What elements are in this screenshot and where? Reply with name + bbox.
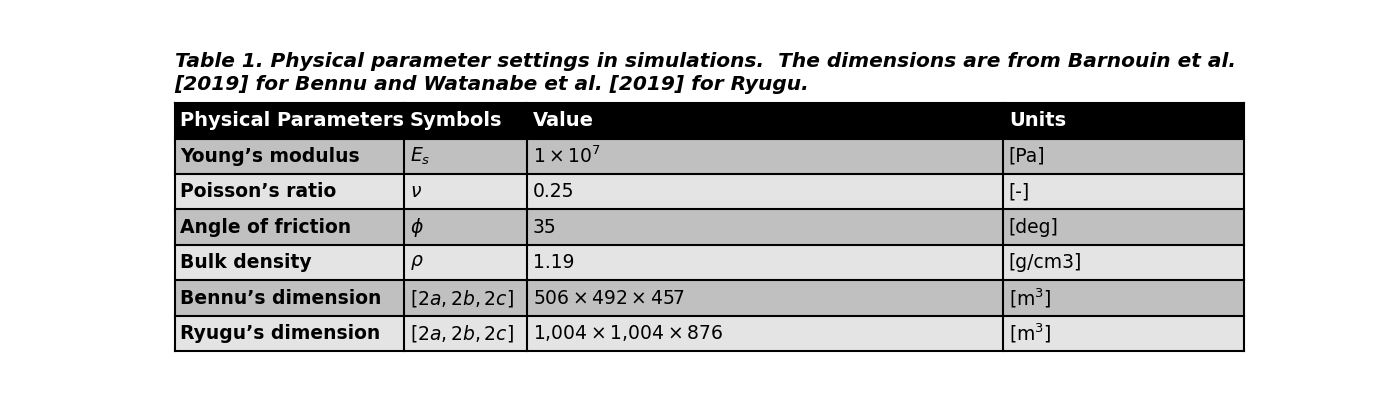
Bar <box>174 245 404 280</box>
Text: Angle of friction: Angle of friction <box>180 218 352 237</box>
Bar <box>404 280 527 316</box>
Text: [2019] for Bennu and Watanabe et al. [2019] for Ryugu.: [2019] for Bennu and Watanabe et al. [20… <box>174 75 810 94</box>
Text: $E_s$: $E_s$ <box>410 146 430 167</box>
Text: Value: Value <box>533 111 594 131</box>
Text: Bennu’s dimension: Bennu’s dimension <box>180 289 382 308</box>
Text: [-]: [-] <box>1009 182 1030 201</box>
Text: $\phi$: $\phi$ <box>410 216 424 239</box>
Bar <box>527 280 1003 316</box>
Bar <box>404 103 527 139</box>
Text: [g/cm3]: [g/cm3] <box>1009 253 1082 272</box>
Text: 0.25: 0.25 <box>533 182 574 201</box>
Text: Poisson’s ratio: Poisson’s ratio <box>180 182 336 201</box>
Text: [deg]: [deg] <box>1009 218 1059 237</box>
Text: $[\mathrm{m}^3]$: $[\mathrm{m}^3]$ <box>1009 322 1052 345</box>
Bar <box>404 316 527 351</box>
Bar <box>527 103 1003 139</box>
Bar <box>404 209 527 245</box>
Text: Young’s modulus: Young’s modulus <box>180 147 360 166</box>
Bar <box>1003 139 1244 174</box>
Bar <box>404 174 527 209</box>
Bar <box>527 174 1003 209</box>
Bar <box>174 316 404 351</box>
Text: $1{,}004 \times 1{,}004 \times 876$: $1{,}004 \times 1{,}004 \times 876$ <box>533 324 722 343</box>
Text: Table 1. Physical parameter settings in simulations.  The dimensions are from Ba: Table 1. Physical parameter settings in … <box>174 52 1236 70</box>
Bar <box>174 139 404 174</box>
Bar <box>174 280 404 316</box>
Text: Units: Units <box>1009 111 1066 131</box>
Bar <box>1003 209 1244 245</box>
Bar <box>404 245 527 280</box>
Text: $[\mathrm{m}^3]$: $[\mathrm{m}^3]$ <box>1009 286 1052 310</box>
Text: Symbols: Symbols <box>410 111 502 131</box>
Text: $\rho$: $\rho$ <box>410 253 424 272</box>
Text: 1.19: 1.19 <box>533 253 574 272</box>
Bar <box>527 209 1003 245</box>
Bar <box>1003 316 1244 351</box>
Bar <box>527 245 1003 280</box>
Bar <box>1003 103 1244 139</box>
Text: $506 \times 492 \times 457$: $506 \times 492 \times 457$ <box>533 289 685 308</box>
Bar <box>174 209 404 245</box>
Text: $[2a, 2b, 2c]$: $[2a, 2b, 2c]$ <box>410 323 513 344</box>
Bar <box>1003 245 1244 280</box>
Bar <box>527 139 1003 174</box>
Text: Bulk density: Bulk density <box>180 253 311 272</box>
Text: $[2a, 2b, 2c]$: $[2a, 2b, 2c]$ <box>410 287 513 308</box>
Bar <box>1003 174 1244 209</box>
Text: 35: 35 <box>533 218 556 237</box>
Bar <box>1003 280 1244 316</box>
Text: $1 \times 10^7$: $1 \times 10^7$ <box>533 146 601 167</box>
Bar <box>174 174 404 209</box>
Text: Ryugu’s dimension: Ryugu’s dimension <box>180 324 381 343</box>
Text: [Pa]: [Pa] <box>1009 147 1045 166</box>
Text: $\nu$: $\nu$ <box>410 182 422 201</box>
Bar <box>404 139 527 174</box>
Bar <box>527 316 1003 351</box>
Text: Physical Parameters: Physical Parameters <box>180 111 404 131</box>
Bar <box>174 103 404 139</box>
